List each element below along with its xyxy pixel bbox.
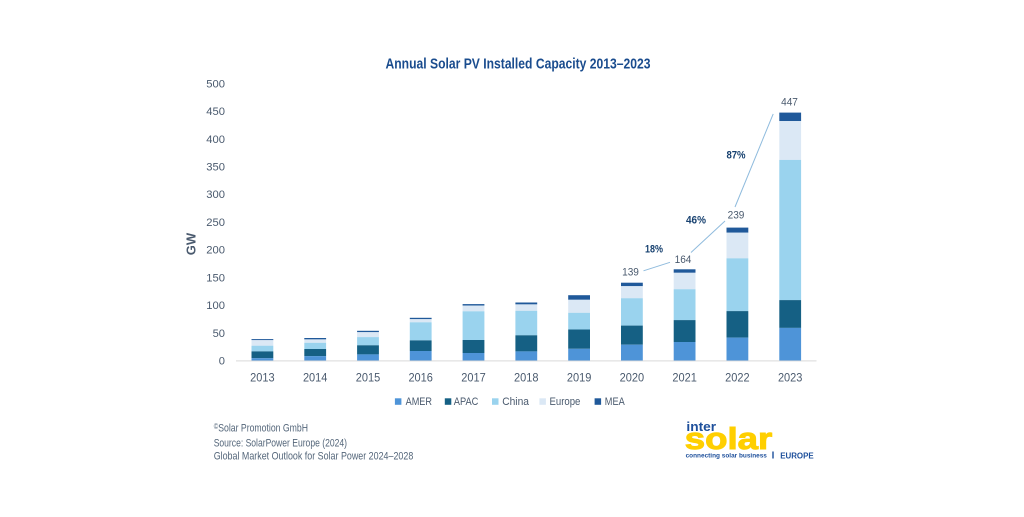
svg-text:100: 100 [206,300,225,312]
svg-text:239: 239 [728,210,745,222]
svg-text:2013: 2013 [250,370,275,384]
svg-text:500: 500 [206,78,225,90]
svg-text:2022: 2022 [725,370,750,384]
svg-text:Source: SolarPower Europe (202: Source: SolarPower Europe (2024) [214,437,347,449]
svg-text:50: 50 [213,328,225,340]
svg-text:APAC: APAC [454,396,479,408]
svg-text:400: 400 [206,134,225,146]
svg-text:300: 300 [206,189,225,201]
svg-text:2014: 2014 [303,370,328,384]
svg-text:2019: 2019 [567,370,592,384]
svg-text:0: 0 [219,356,225,368]
svg-text:2016: 2016 [408,370,433,384]
svg-text:200: 200 [206,245,225,257]
svg-text:250: 250 [206,217,225,229]
svg-text:2018: 2018 [514,370,539,384]
svg-text:139: 139 [622,267,639,279]
svg-text:connecting solar business: connecting solar business [686,453,768,460]
svg-text:2021: 2021 [672,370,697,384]
svg-text:solar: solar [685,421,773,456]
svg-text:Annual Solar PV Installed Capa: Annual Solar PV Installed Capacity 2013–… [386,56,651,73]
svg-text:350: 350 [206,162,225,174]
svg-text:AMER: AMER [406,396,433,408]
svg-text:2023: 2023 [778,370,803,384]
svg-text:inter: inter [686,419,716,434]
svg-text:Europe: Europe [550,396,581,408]
svg-text:MEA: MEA [605,396,626,408]
svg-text:150: 150 [206,272,225,284]
svg-text:450: 450 [206,106,225,118]
svg-text:164: 164 [675,254,692,266]
svg-text:China: China [502,396,529,408]
svg-text:©Solar Promotion GmbH: ©Solar Promotion GmbH [214,422,308,435]
svg-text:46%: 46% [686,215,706,227]
svg-text:Global Market Outlook for Sola: Global Market Outlook for Solar Power 20… [214,451,414,463]
svg-text:EUROPE: EUROPE [780,450,814,460]
svg-text:GW: GW [183,232,198,255]
svg-text:447: 447 [781,97,798,109]
svg-text:2020: 2020 [620,370,645,384]
svg-text:87%: 87% [726,150,745,162]
svg-text:2015: 2015 [356,370,381,384]
svg-text:18%: 18% [645,244,663,256]
svg-text:2017: 2017 [461,370,486,384]
